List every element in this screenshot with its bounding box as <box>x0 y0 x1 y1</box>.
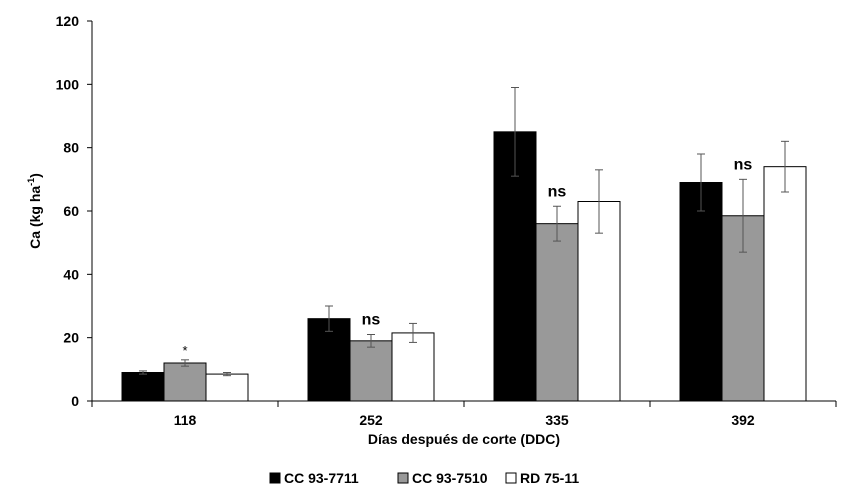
y-axis-title: Ca (kg ha-1) <box>26 173 43 249</box>
bar <box>493 131 537 402</box>
bar <box>121 372 165 402</box>
legend-swatch <box>505 472 517 484</box>
y-tick-label: 40 <box>63 266 79 282</box>
significance-label: ns <box>548 183 567 200</box>
bar <box>307 318 351 402</box>
legend-swatch <box>269 472 281 484</box>
bar <box>391 332 435 402</box>
legend-label: CC 93-7711 <box>284 470 359 486</box>
y-tick-label: 60 <box>63 203 79 219</box>
plot-area: 0 20 40 60 80 100 120 118 * 252 ns 335 ns 392 ns <box>56 13 837 428</box>
y-tick-label: 120 <box>56 13 80 29</box>
legend-label: CC 93-7510 <box>412 470 488 486</box>
x-tick-label: 392 <box>731 412 755 428</box>
x-tick-label: 252 <box>359 412 383 428</box>
y-tick-label: 80 <box>63 140 79 156</box>
bar <box>535 223 579 402</box>
legend: CC 93-7711 CC 93-7510 RD 75-11 <box>269 470 579 486</box>
legend-swatch <box>397 472 409 484</box>
bar <box>679 182 723 402</box>
bar <box>205 373 249 402</box>
y-tick-label: 0 <box>71 393 79 409</box>
y-tick-label: 100 <box>56 76 80 92</box>
x-tick-label: 118 <box>174 412 197 428</box>
x-tick-label: 335 <box>545 412 569 428</box>
bar <box>763 166 807 402</box>
legend-label: RD 75-11 <box>520 470 579 486</box>
bar <box>349 340 393 402</box>
significance-label: ns <box>362 312 381 329</box>
significance-label: ns <box>734 156 753 173</box>
significance-label: * <box>182 343 187 358</box>
bar <box>163 362 207 402</box>
y-tick-label: 20 <box>63 330 79 346</box>
x-axis-title: Días después de corte (DDC) <box>368 431 560 447</box>
